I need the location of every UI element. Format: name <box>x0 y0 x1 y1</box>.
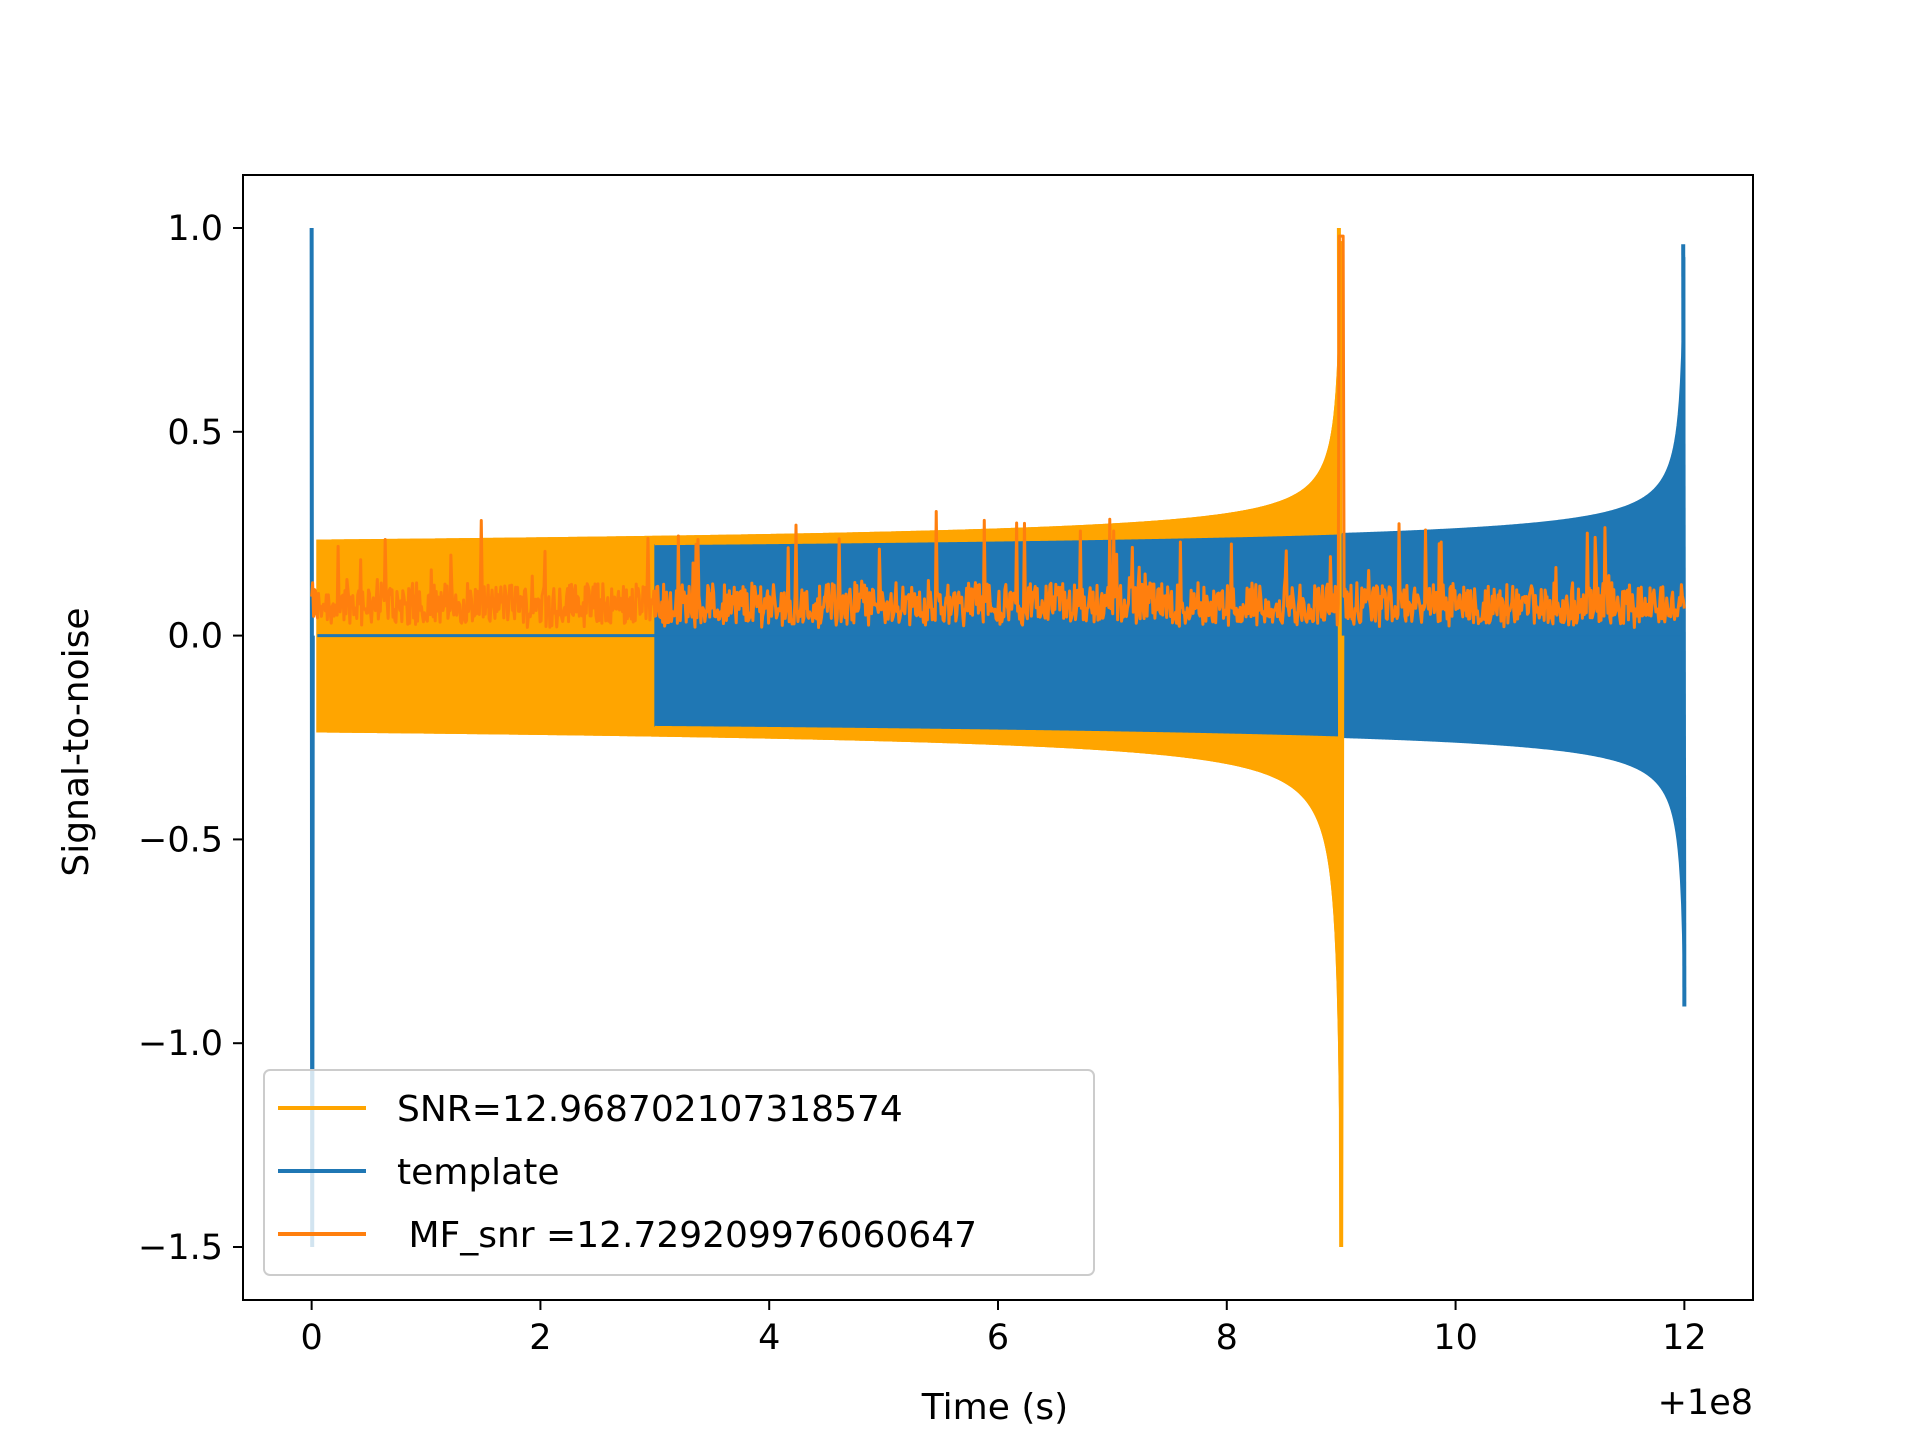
x-tick-label: 12 <box>1662 1318 1707 1358</box>
x-tick-label: 2 <box>529 1318 551 1358</box>
y-axis-label: Signal-to-noise <box>56 607 97 876</box>
y-tick-label: −1.0 <box>138 1024 223 1064</box>
legend-entry-label: template <box>397 1152 560 1193</box>
y-tick-label: 0.0 <box>167 617 223 657</box>
x-axis-offset-label: +1e8 <box>1658 1383 1753 1423</box>
series-template-merger <box>1681 244 1687 1007</box>
series-mf-snr <box>310 234 1686 629</box>
legend: SNR=12.968702107318574 template MF_snr =1… <box>263 1069 1095 1276</box>
legend-box <box>263 1069 1095 1276</box>
legend-entry-label: SNR=12.968702107318574 <box>397 1089 903 1130</box>
x-tick-label: 0 <box>300 1318 322 1358</box>
y-tick-label: −0.5 <box>138 820 223 860</box>
x-tick-label: 4 <box>758 1318 780 1358</box>
x-tick-label: 6 <box>987 1318 1009 1358</box>
x-tick-label: 10 <box>1433 1318 1478 1358</box>
plot-area <box>309 227 1687 1248</box>
y-tick-label: −1.5 <box>138 1228 223 1268</box>
y-tick-label: 0.5 <box>167 413 223 453</box>
axes: 0 2 4 6 8 10 12 1.0 0.5 0.0 −0.5 −1.0 −1.5 <box>138 174 1754 1358</box>
y-tick-label: 1.0 <box>167 209 223 249</box>
legend-entry-label: MF_snr =12.729209976060647 <box>397 1215 977 1256</box>
series-snr-signal-upper <box>654 241 1342 546</box>
x-tick-label: 8 <box>1216 1318 1238 1358</box>
x-axis-label: Time (s) <box>921 1387 1068 1428</box>
